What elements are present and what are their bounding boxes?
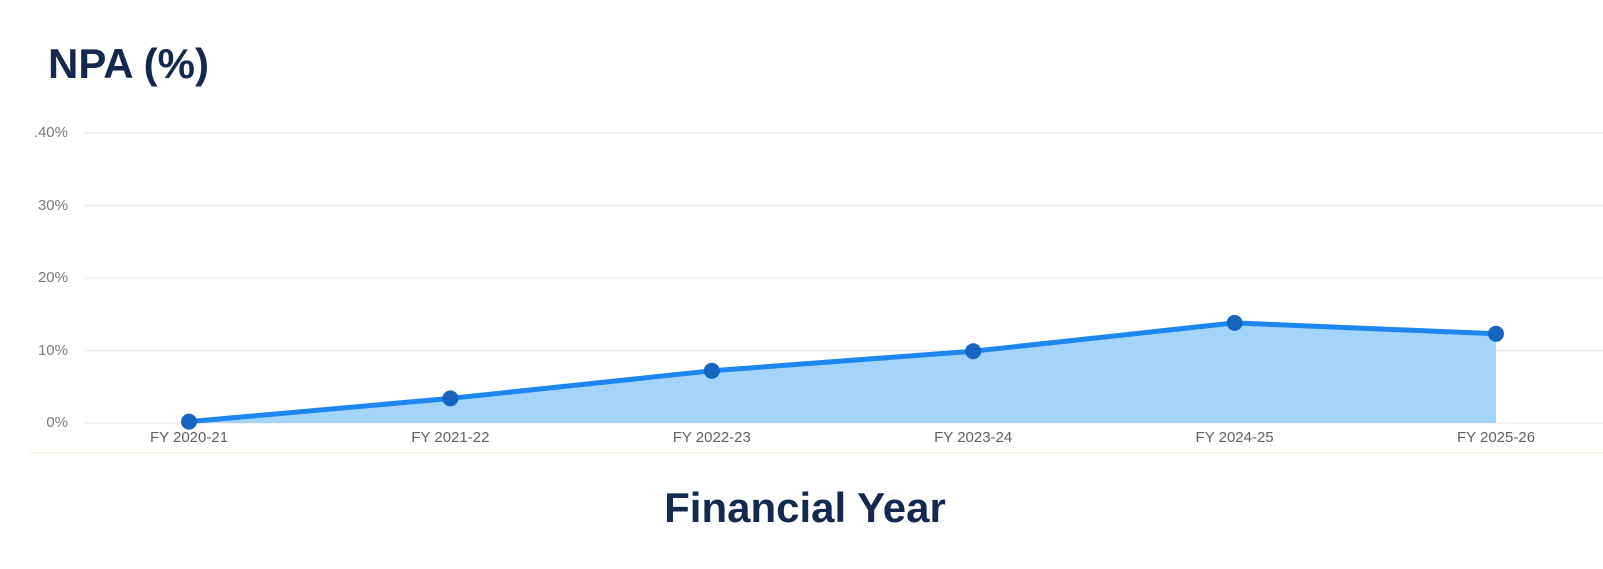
- trend-line: [186, 320, 1499, 425]
- y-tick-label: 0%: [46, 414, 68, 431]
- chart-title: NPA (%): [48, 40, 209, 87]
- y-tick-label: .40%: [33, 124, 68, 141]
- y-tick-label: 30%: [37, 196, 68, 214]
- data-point[interactable]: [1488, 325, 1504, 342]
- data-point[interactable]: [442, 390, 459, 407]
- gridlines: [85, 132, 1603, 424]
- x-tick-label: FY 2025-26: [1456, 429, 1536, 446]
- x-tick-label: FY 2022-23: [672, 429, 751, 446]
- section-divider: [30, 452, 1603, 454]
- data-point[interactable]: [1226, 314, 1243, 331]
- x-axis-title: Financial Year: [664, 484, 946, 531]
- x-tick-label: FY 2020-21: [149, 429, 229, 446]
- y-tick-label: 20%: [37, 269, 68, 286]
- data-point[interactable]: [965, 343, 982, 360]
- x-tick-label: FY 2021-22: [411, 429, 490, 446]
- y-tick-label: 10%: [37, 341, 68, 359]
- x-tick-label: FY 2024-25: [1195, 429, 1274, 446]
- data-points: [181, 314, 1504, 430]
- data-point[interactable]: [181, 413, 197, 430]
- x-tick-label: FY 2023-24: [934, 429, 1013, 446]
- data-point[interactable]: [703, 362, 720, 379]
- area-fill: [189, 322, 1496, 423]
